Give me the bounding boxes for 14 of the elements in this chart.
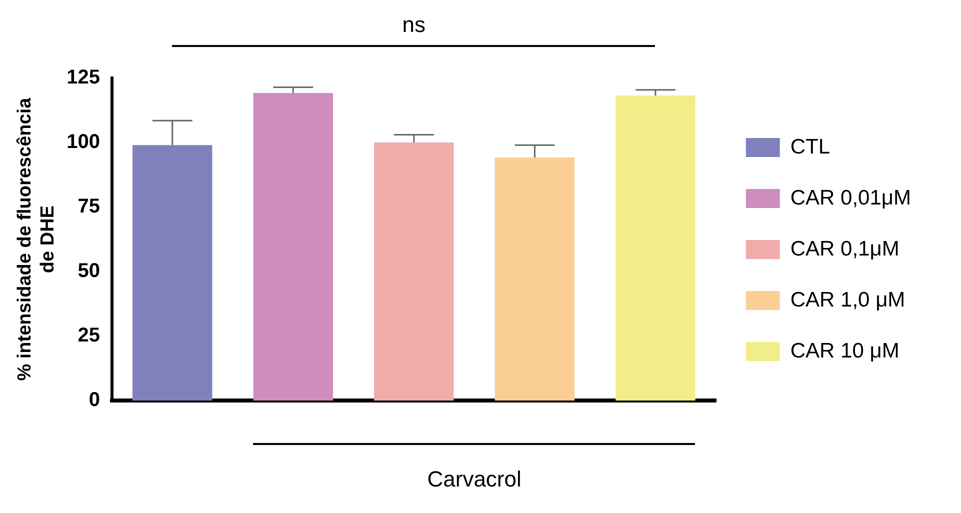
legend-label: CAR 0,01μM xyxy=(790,186,912,210)
legend-label: CAR 1,0 μM xyxy=(790,288,906,312)
y-tick-label: 25 xyxy=(78,324,100,347)
y-tick-label: 125 xyxy=(66,66,100,89)
y-axis-title: % intensidade de fluorescência de DHE xyxy=(14,97,58,381)
legend-label: CTL xyxy=(790,135,830,158)
y-tick-label: 100 xyxy=(66,131,100,154)
y-tick-label: 0 xyxy=(88,389,100,412)
y-tick-label: 50 xyxy=(78,260,100,282)
text: ns xyxy=(402,12,426,38)
y-tick-label: 75 xyxy=(78,196,100,218)
text: Carvacrol xyxy=(427,466,522,492)
legend-label: CAR 0,1μM xyxy=(790,237,900,260)
legend-label: CAR 10 μM xyxy=(790,339,900,362)
